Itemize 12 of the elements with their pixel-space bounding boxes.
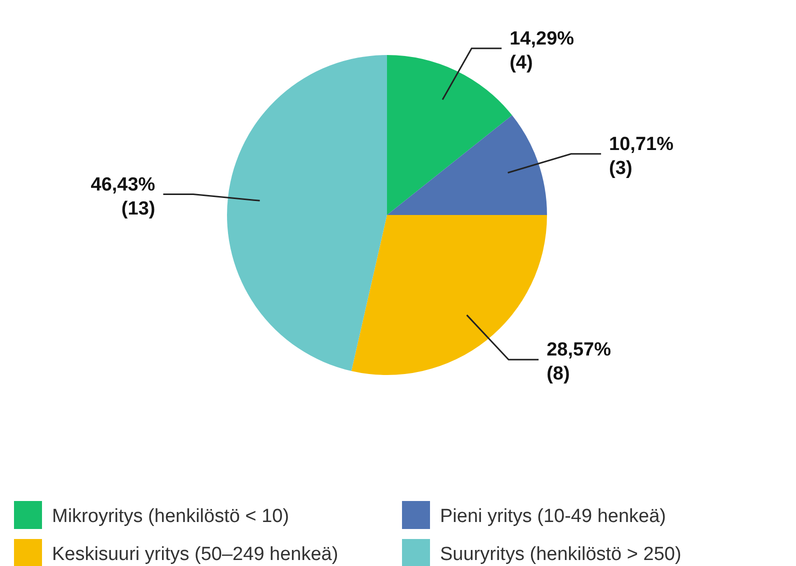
legend-label: Pieni yritys (10-49 henkeä) — [440, 506, 666, 527]
legend-label: Keskisuuri yritys (50–249 henkeä) — [52, 544, 338, 565]
pie-slice — [387, 115, 547, 215]
pie-slice — [227, 55, 387, 371]
pie-slice — [351, 215, 547, 375]
data-label: 46,43% (13) — [90, 174, 156, 220]
data-label: 10,71% (3) — [609, 134, 674, 179]
legend-label: Suuryritys (henkilöstö > 250) — [440, 544, 682, 565]
pie-slice — [387, 55, 512, 215]
data-label: 28,57% (8) — [546, 340, 612, 385]
legend-label: Mikroyritys (henkilöstö < 10) — [52, 506, 290, 527]
data-label: 14,29% (4) — [510, 28, 574, 74]
